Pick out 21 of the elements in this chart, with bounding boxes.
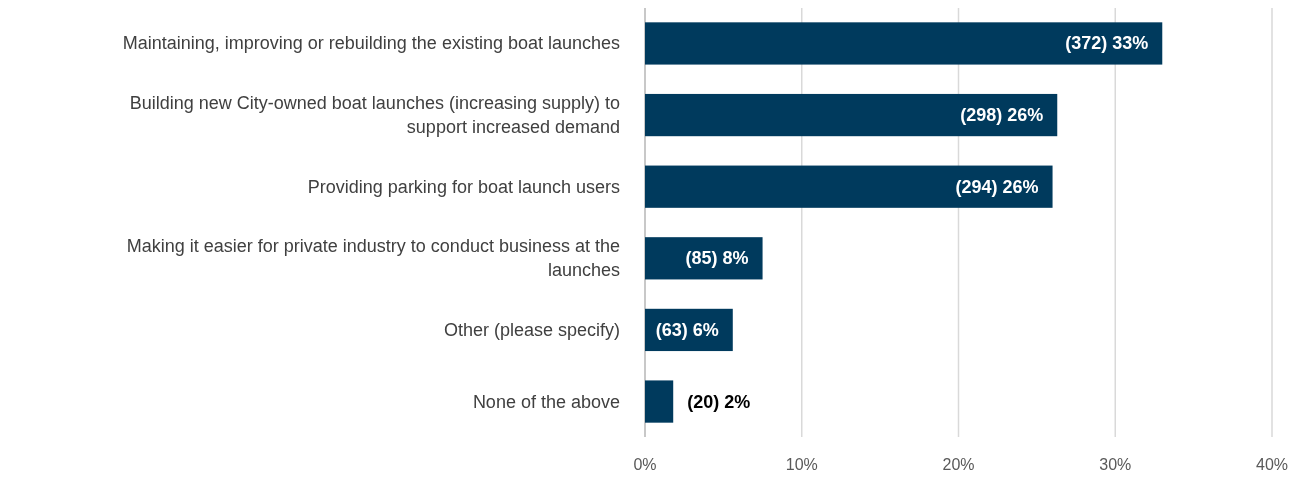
y-tick-label: Other (please specify) [443,319,620,340]
bar [645,380,674,423]
data-label: (20) 2% [687,391,751,412]
data-label: (63) 6% [655,319,719,340]
x-tick-label: 20% [942,456,975,473]
y-tick-label: Maintaining, improving or rebuilding the existing boat launches [122,33,620,54]
data-label: (85) 8% [685,248,749,269]
x-tick-label: 40% [1255,456,1289,473]
x-tick-label: 30% [1099,456,1132,473]
y-tick-label: None of the above [472,391,620,412]
bar [645,22,1163,65]
data-label: (298) 26% [960,105,1044,126]
x-tick-label: 10% [785,456,818,473]
y-tick-label: Making it easier for private industry to conduct business at the launches [126,236,620,281]
data-label: (372) 33% [1065,33,1149,54]
data-label: (294) 26% [955,176,1039,197]
y-tick-label: Providing parking for boat launch users [307,176,620,197]
x-tick-label: 0% [633,456,657,473]
y-tick-label: Building new City-owned boat launches (increasing supply) to support increased demand [129,93,620,138]
bar [645,165,1053,208]
bar [645,93,1058,137]
